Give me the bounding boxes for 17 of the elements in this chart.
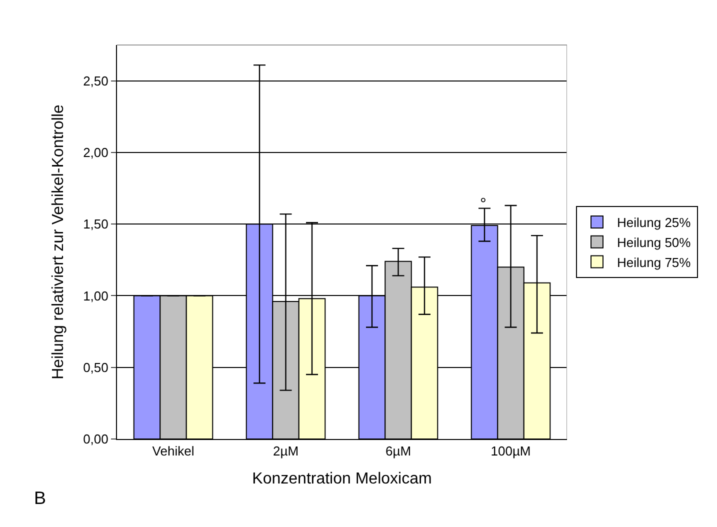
y-tick-label: 0,50	[83, 360, 108, 375]
y-axis-title: Heilung relativiert zur Vehikel-Kontrolle	[50, 104, 67, 380]
x-tick-label: 6µM	[385, 444, 412, 459]
legend-label: Heilung 25%	[617, 215, 692, 230]
x-tick-label: Vehikel	[152, 444, 194, 459]
y-tick-label: 1,00	[83, 288, 108, 304]
x-tick-label: 2µM	[272, 444, 299, 459]
legend-label: Heilung 75%	[617, 254, 692, 270]
text: B	[34, 488, 46, 508]
legend-label: Heilung 50%	[617, 234, 692, 250]
y-tick-label: 0,00	[83, 432, 108, 447]
annotation: °	[480, 196, 486, 213]
y-tick-label: 1,50	[83, 216, 108, 232]
y-tick-label: 2,00	[83, 145, 108, 160]
y-tick-label: 2,50	[83, 73, 108, 88]
x-tick-label: 100µM	[490, 444, 531, 459]
x-axis-title: Konzentration Meloxicam	[252, 470, 432, 488]
